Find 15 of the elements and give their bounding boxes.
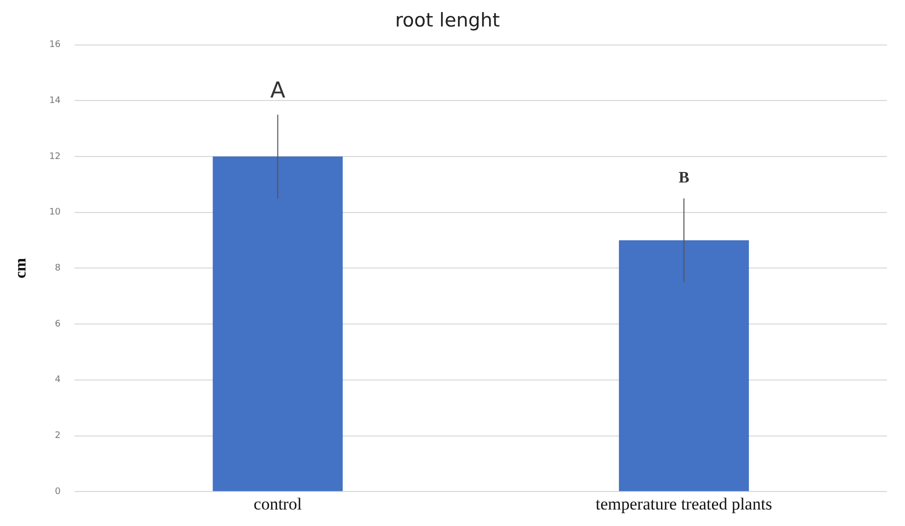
annotation: A	[270, 78, 286, 104]
y-tick-label: 8	[54, 264, 61, 274]
y-tick-label: 4	[54, 375, 61, 386]
x-tick-label: control	[254, 494, 302, 514]
y-tick-label: 0	[54, 486, 61, 497]
y-tick-label: 14	[49, 96, 61, 106]
y-tick-label: 10	[49, 208, 61, 218]
y-tick-label: 12	[49, 152, 61, 162]
y-axis-title: cm	[12, 257, 30, 278]
y-tick-label: 6	[54, 319, 61, 330]
y-tick-label: 16	[49, 40, 61, 50]
annotation: B	[678, 170, 690, 187]
x-tick-label: temperature treated plants	[596, 494, 772, 514]
chart-title: root lenght	[395, 9, 500, 32]
y-tick-label: 2	[54, 431, 61, 442]
